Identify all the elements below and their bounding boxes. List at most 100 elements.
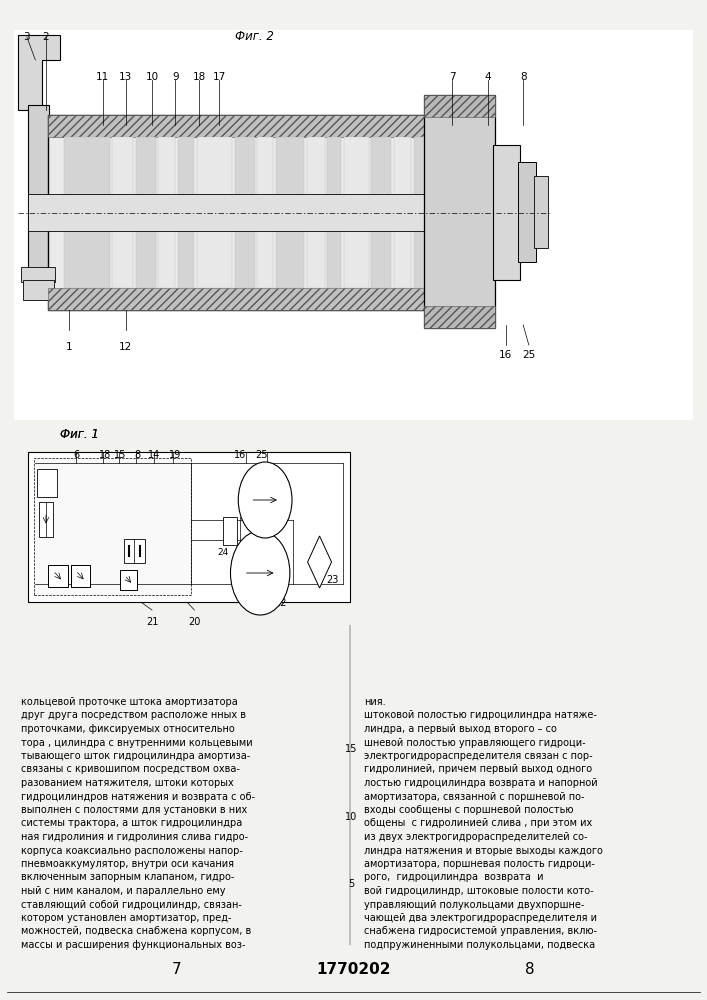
Bar (28, 194, 467, 231)
Text: 4: 4 (484, 72, 491, 82)
Text: 10: 10 (146, 72, 158, 82)
Text: котором установлен амортизатор, пред-: котором установлен амортизатор, пред- (21, 913, 232, 923)
Text: рого,  гидроцилиндра  возврата  и: рого, гидроцилиндра возврата и (364, 872, 544, 882)
Text: разованием натяжителя, штоки которых: разованием натяжителя, штоки которых (21, 778, 234, 788)
Bar (48, 115, 444, 310)
Text: ставляющий собой гидроцилиндр, связан-: ставляющий собой гидроцилиндр, связан- (21, 900, 242, 910)
Bar (424, 306, 495, 328)
Text: ния.: ния. (364, 697, 386, 707)
Text: 18: 18 (98, 450, 111, 460)
Text: выполнен с полостями для установки в них: выполнен с полостями для установки в них (21, 805, 247, 815)
Bar (120, 570, 137, 590)
Bar (197, 137, 232, 288)
Bar (48, 288, 444, 310)
Bar (257, 137, 273, 288)
Text: из двух электрогидрораспределителей со-: из двух электрогидрораспределителей со- (364, 832, 588, 842)
Text: лостью гидроцилиндра возврата и напорной: лостью гидроцилиндра возврата и напорной (364, 778, 597, 788)
Bar (223, 517, 237, 545)
Bar (327, 137, 341, 288)
Text: 9: 9 (172, 72, 179, 82)
Bar (14, 30, 693, 420)
Bar (34, 458, 191, 595)
Text: амортизатора, связанной с поршневой по-: амортизатора, связанной с поршневой по- (364, 792, 585, 802)
Text: линдра натяжения и вторые выходы каждого: линдра натяжения и вторые выходы каждого (364, 846, 603, 856)
Text: 12: 12 (119, 342, 132, 352)
Bar (424, 95, 495, 117)
Bar (28, 105, 49, 280)
Bar (178, 137, 194, 288)
Bar (276, 137, 304, 288)
Text: 17: 17 (213, 72, 226, 82)
Bar (64, 137, 110, 288)
Text: системы трактора, а шток гидроцилиндра: системы трактора, а шток гидроцилиндра (21, 818, 243, 828)
Text: 19: 19 (169, 450, 182, 460)
Bar (112, 137, 133, 288)
Text: подпружиненными полукольцами, подвеска: подпружиненными полукольцами, подвеска (364, 940, 595, 950)
Text: 8: 8 (135, 450, 141, 460)
Text: 24: 24 (218, 548, 229, 557)
Bar (39, 502, 53, 537)
Text: пневмоаккумулятор, внутри оси качания: пневмоаккумулятор, внутри оси качания (21, 859, 234, 869)
Text: 8: 8 (520, 72, 527, 82)
Text: 15: 15 (345, 744, 358, 754)
Bar (307, 137, 325, 288)
Bar (136, 137, 156, 288)
Text: 14: 14 (148, 450, 160, 460)
Bar (344, 137, 369, 288)
Text: ная гидролиния и гидролиния слива гидро-: ная гидролиния и гидролиния слива гидро- (21, 832, 248, 842)
Text: друг друга посредством расположе нных в: друг друга посредством расположе нных в (21, 710, 246, 720)
Text: Фиг. 2: Фиг. 2 (235, 30, 274, 43)
Text: включенным запорным клапаном, гидро-: включенным запорным клапаном, гидро- (21, 872, 235, 882)
Bar (493, 145, 520, 280)
Text: 23: 23 (327, 575, 339, 585)
Bar (37, 469, 57, 497)
Bar (371, 137, 391, 288)
Text: 20: 20 (188, 617, 201, 627)
Text: 25: 25 (522, 350, 535, 360)
Text: шневой полостью управляющего гидроци-: шневой полостью управляющего гидроци- (364, 738, 585, 748)
Bar (124, 539, 145, 563)
Bar (21, 267, 55, 282)
Circle shape (230, 531, 290, 615)
Text: входы сообщены с поршневой полостью: входы сообщены с поршневой полостью (364, 805, 573, 815)
Text: общены  с гидролинией слива , при этом их: общены с гидролинией слива , при этом их (364, 818, 592, 828)
Text: 15: 15 (114, 450, 127, 460)
Text: управляющий полукольцами двухпоршне-: управляющий полукольцами двухпоршне- (364, 900, 585, 910)
Polygon shape (308, 536, 332, 588)
Text: штоковой полостью гидроцилиндра натяже-: штоковой полостью гидроцилиндра натяже- (364, 710, 597, 720)
Text: корпуса коаксиально расположены напор-: корпуса коаксиально расположены напор- (21, 846, 243, 856)
Text: 13: 13 (119, 72, 132, 82)
Polygon shape (18, 35, 60, 110)
Text: вой гидроцилиндр, штоковые полости кото-: вой гидроцилиндр, штоковые полости кото- (364, 886, 594, 896)
Text: линдра, а первый выход второго – со: линдра, а первый выход второго – со (364, 724, 557, 734)
Bar (235, 137, 255, 288)
Text: 18: 18 (193, 72, 206, 82)
Bar (534, 176, 548, 248)
Text: ный с ним каналом, и параллельно ему: ный с ним каналом, и параллельно ему (21, 886, 226, 896)
Text: 1770202: 1770202 (316, 962, 391, 977)
Text: чающей два электрогидрораспределителя и: чающей два электрогидрораспределителя и (364, 913, 597, 923)
Text: 11: 11 (96, 72, 109, 82)
Bar (71, 565, 90, 587)
Text: 6: 6 (74, 450, 79, 460)
Text: 22: 22 (274, 598, 287, 608)
Text: тора , цилиндра с внутренними кольцевыми: тора , цилиндра с внутренними кольцевыми (21, 738, 253, 748)
Bar (394, 137, 411, 288)
Text: Фиг. 1: Фиг. 1 (60, 428, 99, 441)
Text: можностей, подвеска снабжена корпусом, в: можностей, подвеска снабжена корпусом, в (21, 926, 252, 936)
Text: массы и расширения функциональных воз-: массы и расширения функциональных воз- (21, 940, 246, 950)
Text: гидролинией, причем первый выход одного: гидролинией, причем первый выход одного (364, 764, 592, 774)
Text: 16: 16 (234, 450, 247, 460)
Bar (518, 162, 536, 262)
Text: 21: 21 (146, 617, 158, 627)
Text: 5: 5 (349, 879, 354, 889)
Text: 25: 25 (255, 450, 268, 460)
Circle shape (238, 462, 292, 538)
Text: снабжена гидросистемой управления, вклю-: снабжена гидросистемой управления, вклю- (364, 926, 597, 936)
Bar (48, 115, 444, 137)
Text: 1: 1 (66, 342, 73, 352)
Bar (28, 452, 350, 602)
Text: 2: 2 (42, 32, 49, 42)
Text: Фиг. 1: Фиг. 1 (60, 428, 99, 441)
Text: проточками, фиксируемых относительно: проточками, фиксируемых относительно (21, 724, 235, 734)
